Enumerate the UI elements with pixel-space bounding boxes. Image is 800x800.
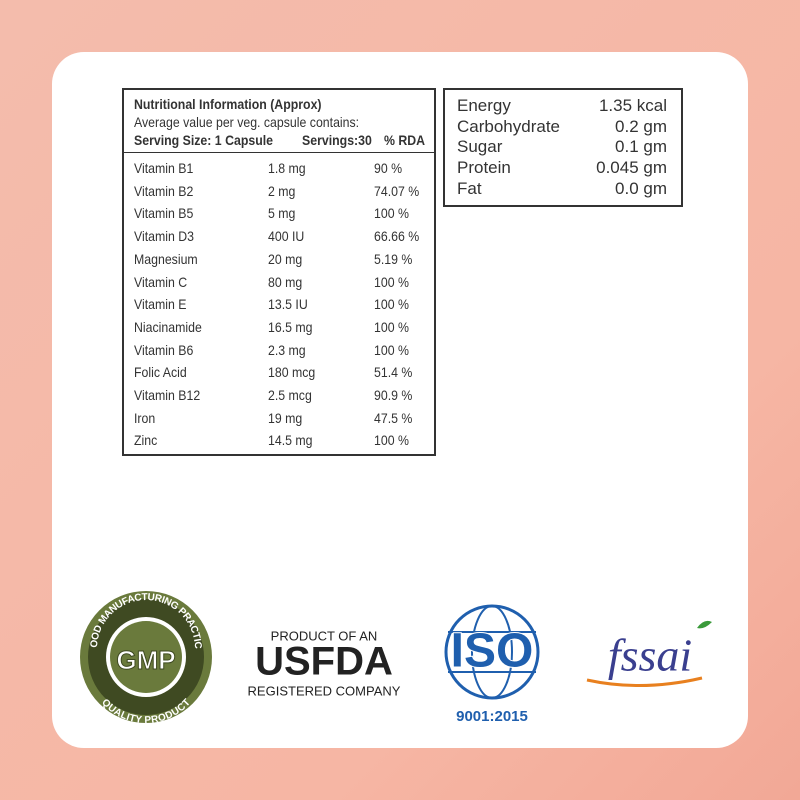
nutrient-name: Vitamin D3	[134, 228, 195, 245]
nutrient-amount: 400 IU	[268, 228, 305, 245]
nutrient-name: Vitamin B12	[134, 387, 201, 403]
gmp-center-text: GMP	[116, 645, 175, 675]
nutrient-amount: 19 mg	[268, 409, 303, 426]
energy-label: Carbohydrate	[457, 116, 561, 136]
nutrient-amount: 80 mg	[268, 273, 303, 290]
nutrient-amount: 180 mcg	[268, 364, 316, 381]
nutrient-rda: 100 %	[374, 432, 409, 449]
nutrient-name: Vitamin C	[134, 273, 188, 290]
iso-globe	[444, 604, 540, 700]
iso-meridian	[471, 605, 513, 699]
iso-standard: 9001:2015	[456, 708, 528, 725]
nutrient-amount: 13.5 IU	[268, 296, 308, 313]
nutrient-amount: 2 mg	[268, 182, 296, 199]
nutrient-amount: 2.3 mg	[268, 341, 306, 358]
nutrient-amount: 16.5 mg	[268, 318, 313, 335]
nutrient-rda: 90.9 %	[374, 387, 413, 403]
gmp-inner-ring	[106, 617, 186, 697]
nutrient-rda: 74.07 %	[374, 182, 420, 199]
usfda-badge: PRODUCT OF AN USFDA REGISTERED COMPANY	[248, 628, 401, 698]
nutrient-rda: 90 %	[374, 160, 403, 176]
nutrient-amount: 2.5 mcg	[268, 387, 312, 403]
rda-header: % RDA	[384, 132, 426, 148]
energy-label: Energy	[457, 96, 511, 115]
nutrient-rda: 51.4 %	[374, 364, 413, 381]
nutrient-rda: 5.19 %	[374, 250, 413, 267]
table-subtitle: Average value per veg. capsule contains:	[134, 114, 360, 130]
iso-main: ISO	[451, 625, 534, 678]
nutrient-name: Vitamin E	[134, 296, 187, 313]
energy-value: 0.045 gm	[596, 158, 667, 178]
usfda-top: PRODUCT OF AN	[271, 628, 378, 643]
nutrient-rda: 47.5 %	[374, 409, 413, 426]
energy-value: 0.1 gm	[615, 137, 667, 157]
energy-value: 1.35 kcal	[598, 96, 667, 115]
fssai-badge: fssai	[586, 620, 712, 688]
nutrient-rda: 100 %	[374, 318, 409, 335]
nutrient-name: Vitamin B6	[134, 341, 194, 358]
energy-value: 0.2 gm	[615, 116, 667, 136]
nutrient-name: Iron	[134, 409, 156, 426]
nutrient-name: Folic Acid	[134, 364, 187, 381]
nutrient-rda: 100 %	[374, 205, 409, 222]
fssai-main: fssai	[608, 630, 692, 681]
servings: Servings:30	[302, 132, 372, 148]
nutrient-amount: 14.5 mg	[268, 432, 313, 449]
nutrient-name: Niacinamide	[134, 318, 202, 335]
gmp-ring	[88, 599, 204, 715]
nutrient-name: Vitamin B5	[134, 205, 194, 222]
energy-label: Sugar	[457, 137, 503, 157]
nutrition-table: Nutritional Information (Approx) Average…	[122, 88, 436, 456]
gmp-outer	[80, 591, 212, 723]
usfda-main: USFDA	[255, 640, 393, 684]
gmp-center	[110, 621, 182, 693]
card: Nutritional Information (Approx) Average…	[52, 52, 748, 748]
nutrient-rda: 100 %	[374, 296, 409, 313]
nutrient-amount: 20 mg	[268, 250, 303, 267]
iso-badge: ISO 9001:2015	[444, 604, 540, 725]
nutrient-rda: 100 %	[374, 341, 409, 358]
separator	[124, 152, 434, 153]
fssai-leaf	[697, 620, 712, 629]
fssai-swoosh	[586, 676, 703, 688]
nutrient-name: Vitamin B2	[134, 182, 194, 199]
nutrient-amount: 1.8 mg	[268, 160, 306, 176]
nutrient-rda: 100 %	[374, 273, 409, 290]
nutrient-name: Zinc	[134, 432, 158, 449]
energy-label: Protein	[457, 158, 511, 178]
energy-value: 0.0 gm	[615, 178, 667, 198]
nutrient-rda: 66.66 %	[374, 228, 420, 245]
energy-table: Energy 1.35 kcal Carbohydrate 0.2 gm Sugar 0.…	[443, 88, 683, 207]
gmp-bottom-text: QUALITY PRODUCT	[100, 697, 193, 726]
nutrient-amount: 5 mg	[268, 205, 296, 222]
nutrient-name: Magnesium	[134, 250, 198, 267]
energy-label: Fat	[457, 178, 482, 198]
serving-size: Serving Size: 1 Capsule	[134, 132, 273, 148]
nutrient-name: Vitamin B1	[134, 160, 194, 176]
gmp-bottom-path: QUALITY PRODUCT	[100, 697, 193, 726]
table-title: Nutritional Information (Approx)	[134, 96, 322, 112]
usfda-bottom: REGISTERED COMPANY	[248, 683, 401, 698]
